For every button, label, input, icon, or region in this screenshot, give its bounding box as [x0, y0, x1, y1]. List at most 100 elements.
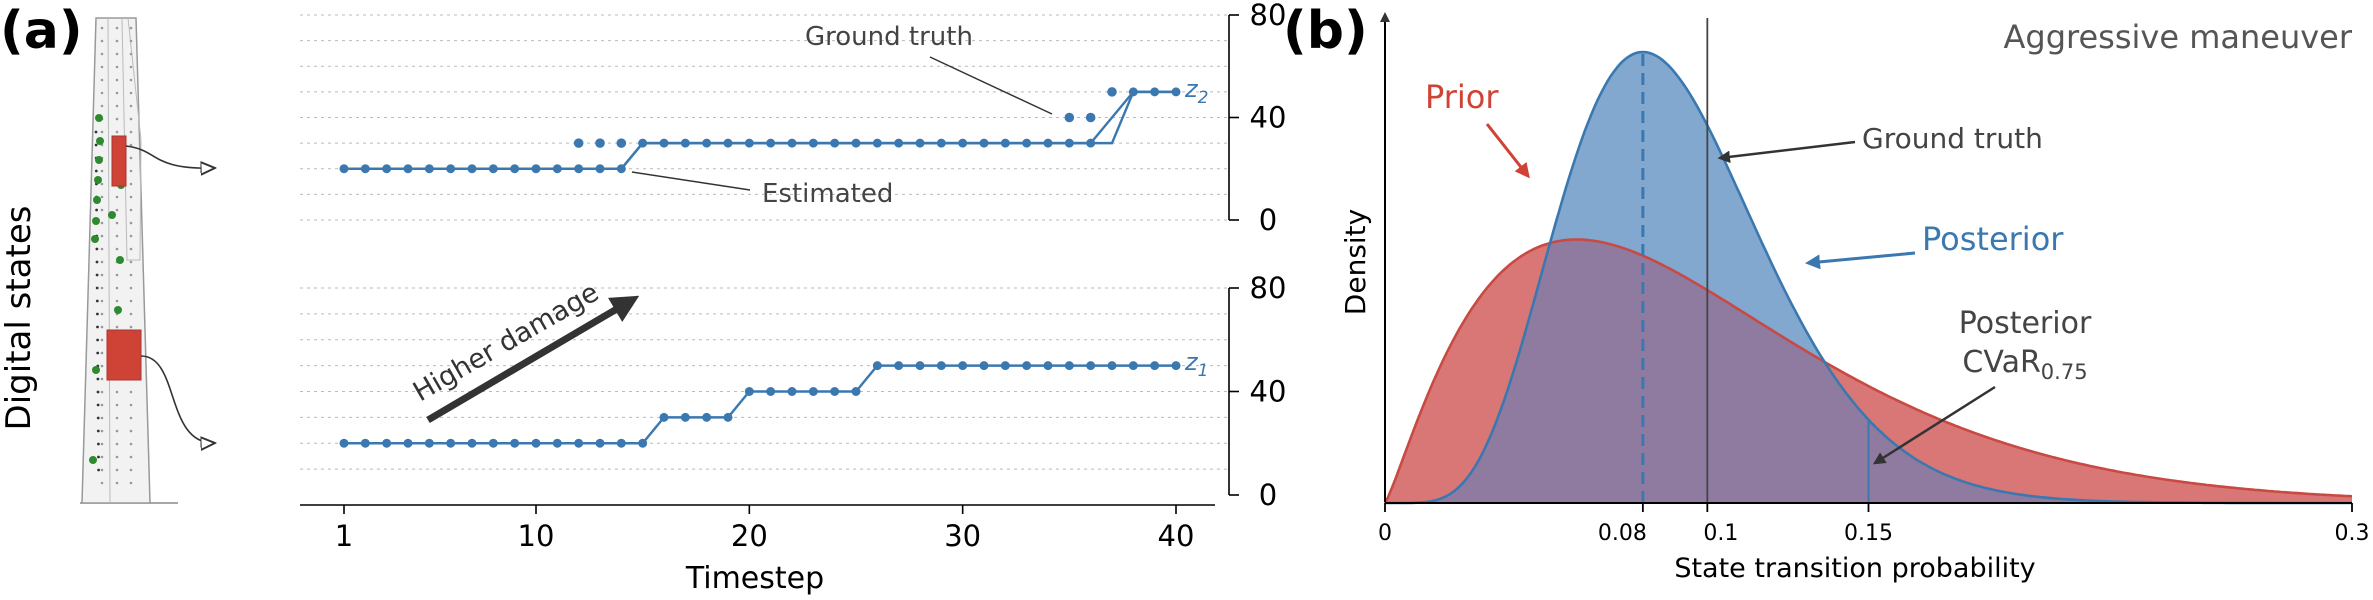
data-point	[531, 164, 541, 174]
x-tick-label: 30	[944, 519, 981, 553]
sensor-node	[92, 366, 100, 374]
data-point	[894, 361, 904, 371]
y-tick-label: 80	[1250, 271, 1287, 305]
data-point	[958, 138, 968, 148]
tower-node	[115, 429, 119, 433]
tower-node	[100, 260, 104, 264]
data-point	[467, 438, 477, 448]
data-point	[936, 361, 946, 371]
tower-node	[115, 481, 119, 485]
tower-node	[95, 247, 99, 251]
x-tick-label: 0.15	[1844, 521, 1893, 546]
data-point	[702, 138, 712, 148]
tower-node	[96, 325, 99, 329]
tower-node	[100, 364, 104, 368]
tower-node	[129, 182, 133, 186]
tower-node	[115, 65, 119, 69]
data-point	[1000, 138, 1010, 148]
tower-node	[129, 130, 133, 134]
tower-node	[96, 377, 100, 381]
data-point	[1128, 87, 1138, 97]
tower-node	[129, 52, 133, 56]
tower-node	[115, 416, 119, 420]
tower-node	[94, 143, 98, 147]
series-label-z1: z1	[1184, 348, 1208, 381]
annotation-estimated-line	[631, 171, 751, 191]
panel-a-side-label: Digital states	[0, 206, 39, 431]
data-point	[1022, 361, 1032, 371]
annotation-ground-truth-a: Ground truth	[805, 22, 973, 52]
sensor-node	[89, 456, 97, 464]
tower-node	[115, 91, 119, 95]
data-point	[1171, 87, 1181, 97]
legend-prior-arrow	[1485, 123, 1530, 179]
data-point	[510, 164, 520, 174]
legend-cvar-arrow	[1872, 385, 1996, 465]
tower-node	[129, 208, 133, 212]
tower-node	[95, 208, 98, 212]
data-point	[1150, 87, 1160, 97]
x-tick-label: 40	[1158, 519, 1195, 553]
y-tick-label: 40	[1250, 101, 1287, 135]
overlap-area	[1385, 239, 2352, 503]
tower-node	[100, 169, 104, 173]
data-point	[595, 138, 605, 148]
legend-ground-truth-arrow	[1717, 140, 1856, 164]
data-point	[488, 164, 498, 174]
prior-curve	[1383, 238, 2353, 504]
tower-node	[96, 338, 99, 342]
data-point	[1086, 361, 1096, 371]
data-point	[1086, 138, 1096, 148]
tower-node	[129, 403, 133, 407]
tower-node	[100, 312, 104, 316]
data-point	[1128, 361, 1138, 371]
tower-node	[115, 208, 119, 212]
tower-node	[129, 325, 133, 329]
y-tick-label: 80	[1250, 0, 1287, 32]
tower-node	[115, 403, 119, 407]
tower-node	[100, 468, 104, 472]
panel-b-label: (b)	[1283, 1, 1368, 61]
tower-node	[115, 455, 119, 459]
data-point	[1171, 361, 1181, 371]
tower-node	[129, 468, 133, 472]
x-tick-label: 0.1	[1703, 521, 1738, 546]
y-tick-label: 40	[1250, 375, 1287, 409]
data-point	[339, 438, 349, 448]
data-point	[1064, 361, 1074, 371]
tower-node	[129, 455, 133, 459]
tower-node	[129, 91, 133, 95]
a-top-estimated-line	[344, 90, 1176, 170]
data-point	[915, 138, 925, 148]
tower-node	[100, 221, 104, 225]
data-point	[680, 412, 690, 422]
tower-node	[100, 247, 104, 251]
tower-node	[96, 416, 100, 420]
data-point	[723, 412, 733, 422]
tower-node	[115, 247, 119, 251]
panel-a-label: (a)	[0, 1, 83, 61]
tower-node	[129, 104, 133, 108]
data-point	[766, 138, 776, 148]
tower-node	[95, 273, 99, 277]
damage-region-bottom	[106, 329, 142, 381]
tower-node	[100, 104, 104, 108]
data-point	[1107, 361, 1117, 371]
sensor-node	[95, 114, 103, 122]
tower-node	[115, 26, 119, 30]
tower-node	[129, 78, 133, 82]
data-point	[638, 138, 648, 148]
tower-node	[96, 312, 99, 316]
data-point	[360, 164, 370, 174]
tower-node	[129, 273, 133, 277]
data-point	[787, 387, 797, 396]
y-tick-label: 0	[1259, 478, 1277, 512]
x-tick-label: 10	[518, 519, 555, 553]
tower-node	[100, 195, 104, 199]
legend-posterior: Posterior	[1922, 220, 2064, 258]
sensor-node	[93, 196, 101, 204]
tower-node	[96, 429, 100, 433]
tower-node	[115, 273, 119, 277]
x-tick-label: 1	[335, 519, 353, 553]
data-point	[1000, 361, 1010, 371]
